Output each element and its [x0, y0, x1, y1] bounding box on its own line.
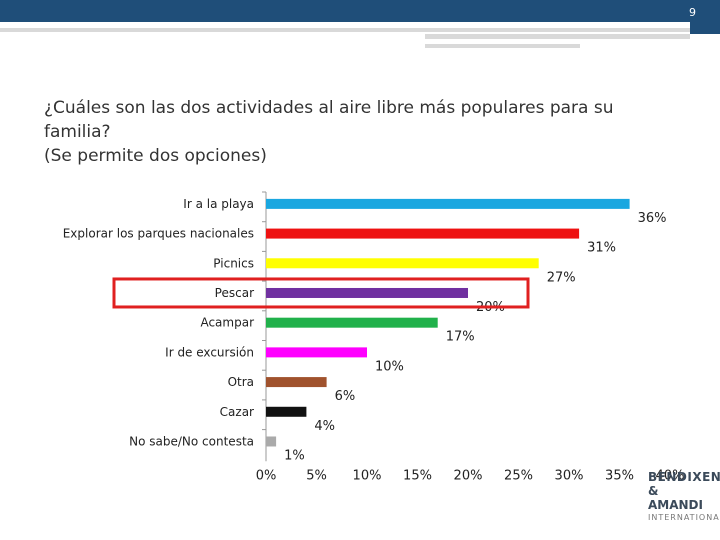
title-line-1: ¿Cuáles son las dos actividades al aire …: [44, 98, 614, 118]
slide-title: ¿Cuáles son las dos actividades al aire …: [44, 96, 664, 168]
x-tick-label: 30%: [555, 468, 584, 483]
x-tick-label: 40%: [656, 468, 685, 483]
bar: [266, 347, 367, 358]
bar: [266, 258, 539, 269]
category-label: Picnics: [213, 256, 254, 270]
value-label: 10%: [375, 359, 404, 374]
x-tick-label: 15%: [403, 468, 432, 483]
bar: [266, 287, 468, 298]
logo-line-1: BENDIXEN: [648, 470, 720, 484]
category-label: Explorar los parques nacionales: [63, 227, 254, 241]
x-tick-label: 35%: [605, 468, 634, 483]
top-bar-corner: [690, 0, 720, 34]
value-label: 6%: [335, 389, 356, 404]
title-line-2: familia?: [44, 122, 111, 142]
header-stripe-2: [425, 34, 690, 39]
bar: [266, 406, 307, 417]
value-label: 31%: [587, 241, 616, 256]
value-label: 4%: [314, 419, 335, 434]
page-number: 9: [689, 6, 696, 19]
category-label: Cazar: [220, 405, 254, 419]
bar: [266, 317, 438, 328]
category-label: Otra: [228, 375, 254, 389]
header-stripe-1: [0, 28, 690, 32]
logo-line-3: INTERNATIONAL: [648, 513, 720, 522]
x-tick-label: 0%: [256, 468, 277, 483]
highlight-box: [112, 277, 530, 309]
header-stripe-3: [425, 44, 580, 48]
logo-line-2: & AMANDI: [648, 484, 703, 512]
bar: [266, 198, 630, 209]
top-bar: [0, 0, 720, 22]
x-tick-label: 10%: [353, 468, 382, 483]
x-tick-label: 25%: [504, 468, 533, 483]
value-label: 17%: [446, 330, 475, 345]
category-label: No sabe/No contesta: [129, 434, 254, 448]
x-tick-label: 20%: [454, 468, 483, 483]
x-tick-label: 5%: [306, 468, 327, 483]
company-logo: BENDIXEN & AMANDI INTERNATIONAL: [648, 470, 720, 524]
value-label: 27%: [547, 270, 576, 285]
category-label: Ir de excursión: [165, 345, 254, 359]
bar: [266, 436, 277, 447]
category-label: Pescar: [215, 286, 254, 300]
value-label: 36%: [638, 211, 667, 226]
category-label: Acampar: [200, 316, 254, 330]
value-label: 1%: [284, 448, 305, 463]
title-line-3: (Se permite dos opciones): [44, 146, 267, 166]
bar: [266, 377, 327, 388]
category-label: Ir a la playa: [183, 197, 254, 211]
bar: [266, 228, 580, 239]
